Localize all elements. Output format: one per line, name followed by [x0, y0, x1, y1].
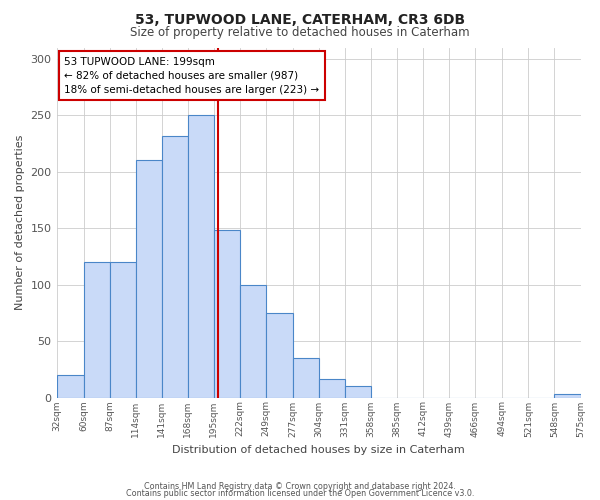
Bar	[110, 262, 136, 398]
Text: Size of property relative to detached houses in Caterham: Size of property relative to detached ho…	[130, 26, 470, 39]
Bar	[345, 386, 371, 398]
X-axis label: Distribution of detached houses by size in Caterham: Distribution of detached houses by size …	[172, 445, 465, 455]
Text: 53 TUPWOOD LANE: 199sqm
← 82% of detached houses are smaller (987)
18% of semi-d: 53 TUPWOOD LANE: 199sqm ← 82% of detache…	[64, 56, 319, 94]
Text: Contains HM Land Registry data © Crown copyright and database right 2024.: Contains HM Land Registry data © Crown c…	[144, 482, 456, 491]
Bar	[554, 394, 581, 398]
Bar	[162, 136, 188, 398]
Y-axis label: Number of detached properties: Number of detached properties	[15, 135, 25, 310]
Bar	[136, 160, 162, 398]
Bar	[56, 375, 83, 398]
Text: 53, TUPWOOD LANE, CATERHAM, CR3 6DB: 53, TUPWOOD LANE, CATERHAM, CR3 6DB	[135, 12, 465, 26]
Bar	[214, 230, 240, 398]
Bar	[266, 313, 293, 398]
Bar	[240, 284, 266, 398]
Bar	[293, 358, 319, 398]
Bar	[83, 262, 110, 398]
Bar	[188, 115, 214, 398]
Bar	[319, 380, 345, 398]
Text: Contains public sector information licensed under the Open Government Licence v3: Contains public sector information licen…	[126, 488, 474, 498]
